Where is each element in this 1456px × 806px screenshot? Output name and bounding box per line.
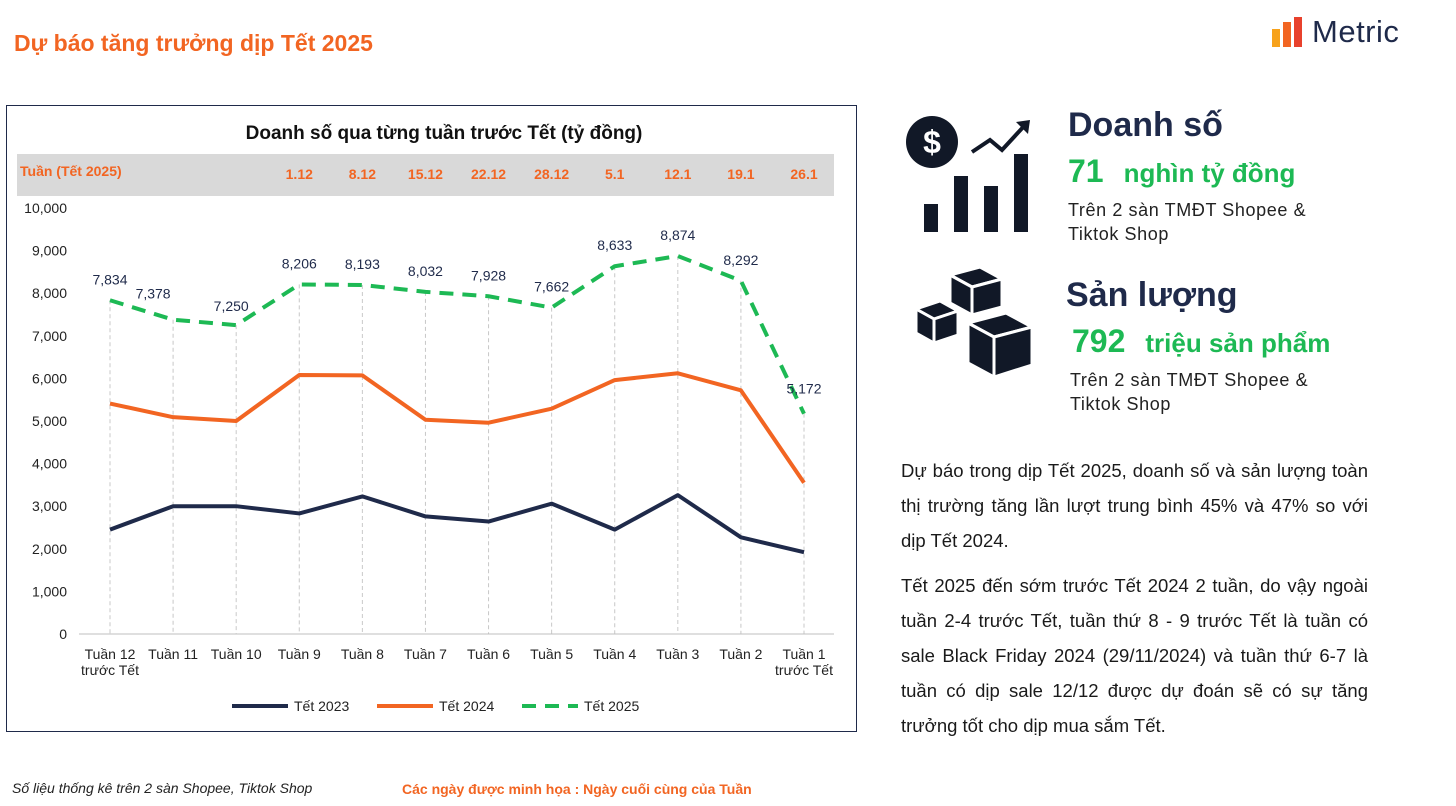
- week-row-label: Tuần (Tết 2025): [20, 163, 122, 179]
- y-tick-label: 0: [59, 626, 67, 642]
- chart-title: Doanh số qua từng tuần trước Tết (tỷ đồn…: [246, 123, 643, 144]
- x-tick-label: Tuần 12: [85, 646, 136, 662]
- metric-value: 71: [1068, 153, 1104, 189]
- x-tick-label: Tuần 9: [278, 646, 321, 662]
- brand-logo: Metric: [1272, 14, 1399, 50]
- week-date-label: 19.1: [727, 166, 754, 182]
- metric-value: 792: [1072, 323, 1126, 359]
- y-tick-label: 6,000: [32, 370, 67, 386]
- x-tick-label: Tuần 1: [782, 646, 825, 662]
- boxes-icon: [914, 265, 1034, 379]
- metric-unit: nghìn tỷ đồng: [1123, 158, 1296, 188]
- legend-label: Tết 2025: [584, 698, 639, 714]
- week-date-label: 28.12: [534, 166, 569, 182]
- x-tick-label: Tuần 5: [530, 646, 573, 662]
- data-label: 8,874: [660, 227, 695, 243]
- revenue-chart-icon: $: [906, 116, 1030, 232]
- data-label: 7,928: [471, 267, 506, 283]
- y-tick-label: 5,000: [32, 413, 67, 429]
- metric-desc-line: Tiktok Shop: [1068, 224, 1169, 244]
- y-tick-label: 1,000: [32, 583, 67, 599]
- data-label: 8,206: [282, 255, 317, 271]
- y-tick-label: 10,000: [24, 200, 67, 216]
- svg-text:$: $: [923, 124, 941, 160]
- data-label: 7,378: [136, 286, 171, 302]
- timing-paragraph: Tết 2025 đến sớm trước Tết 2024 2 tuần, …: [901, 575, 1368, 736]
- metric-unit: triệu sản phẩm: [1145, 328, 1331, 358]
- y-tick-label: 3,000: [32, 498, 67, 514]
- x-tick-label: Tuần 10: [211, 646, 262, 662]
- metric-desc-line: Trên 2 sàn TMĐT Shopee &: [1070, 370, 1309, 390]
- series-line-tết-2024: [109, 371, 806, 484]
- y-tick-label: 8,000: [32, 285, 67, 301]
- data-label: 8,193: [345, 256, 380, 272]
- logo-text: Metric: [1312, 14, 1400, 49]
- date-note: Các ngày được minh họa : Ngày cuối cùng …: [402, 781, 752, 797]
- y-tick-label: 2,000: [32, 541, 67, 557]
- week-date-label: 8.12: [349, 166, 376, 182]
- x-tick-label: Tuần 6: [467, 646, 510, 662]
- data-label: 8,292: [723, 252, 758, 268]
- x-tick-label: Tuần 8: [341, 646, 384, 662]
- y-tick-label: 4,000: [32, 456, 67, 472]
- x-tick-label: Tuần 4: [593, 646, 636, 662]
- legend-label: Tết 2023: [294, 698, 349, 714]
- week-date-label: 22.12: [471, 166, 506, 182]
- x-tick-label: Tuần 7: [404, 646, 447, 662]
- metric-title: Doanh số: [1068, 106, 1223, 144]
- week-date-label: 12.1: [664, 166, 691, 182]
- data-label: 7,662: [534, 279, 569, 295]
- data-label: 8,633: [597, 237, 632, 253]
- series-line-tết-2025: [109, 253, 806, 415]
- week-date-label: 1.12: [286, 166, 313, 182]
- week-date-label: 26.1: [790, 166, 817, 182]
- data-label: 8,032: [408, 263, 443, 279]
- metric-revenue: Doanh số 71 nghìn tỷ đồng Trên 2 sàn TMĐ…: [1068, 106, 1306, 246]
- y-tick-label: 7,000: [32, 328, 67, 344]
- metric-title: Sản lượng: [1066, 276, 1238, 314]
- metric-desc-line: Tiktok Shop: [1070, 394, 1171, 414]
- forecast-paragraph: Dự báo trong dịp Tết 2025, doanh số và s…: [901, 460, 1368, 551]
- data-label: 7,250: [214, 298, 249, 314]
- data-label: 5,172: [786, 381, 821, 397]
- chart-panel: Doanh số qua từng tuần trước Tết (tỷ đồn…: [6, 105, 857, 732]
- data-label: 7,834: [92, 271, 127, 287]
- x-tick-label: Tuần 2: [719, 646, 762, 662]
- metric-volume: Sản lượng 792 triệu sản phẩm Trên 2 sàn …: [1066, 276, 1330, 416]
- page-title: Dự báo tăng trưởng dịp Tết 2025: [14, 30, 373, 56]
- week-date-label: 5.1: [605, 166, 625, 182]
- legend-label: Tết 2024: [439, 698, 494, 714]
- week-date-label: 15.12: [408, 166, 443, 182]
- x-tick-label: trước Tết: [81, 662, 139, 678]
- y-tick-label: 9,000: [32, 243, 67, 259]
- line-chart: Doanh số qua từng tuần trước Tết (tỷ đồn…: [17, 123, 834, 714]
- source-note: Số liệu thống kê trên 2 sàn Shopee, Tikt…: [12, 780, 313, 796]
- x-tick-label: Tuần 11: [148, 646, 198, 662]
- series-line-tết-2023: [109, 493, 805, 555]
- week-date-band: [17, 154, 834, 196]
- metric-desc-line: Trên 2 sàn TMĐT Shopee &: [1068, 200, 1307, 220]
- x-tick-label: Tuần 3: [656, 646, 699, 662]
- logo-bars-icon: [1272, 17, 1302, 47]
- x-tick-label: trước Tết: [775, 662, 833, 678]
